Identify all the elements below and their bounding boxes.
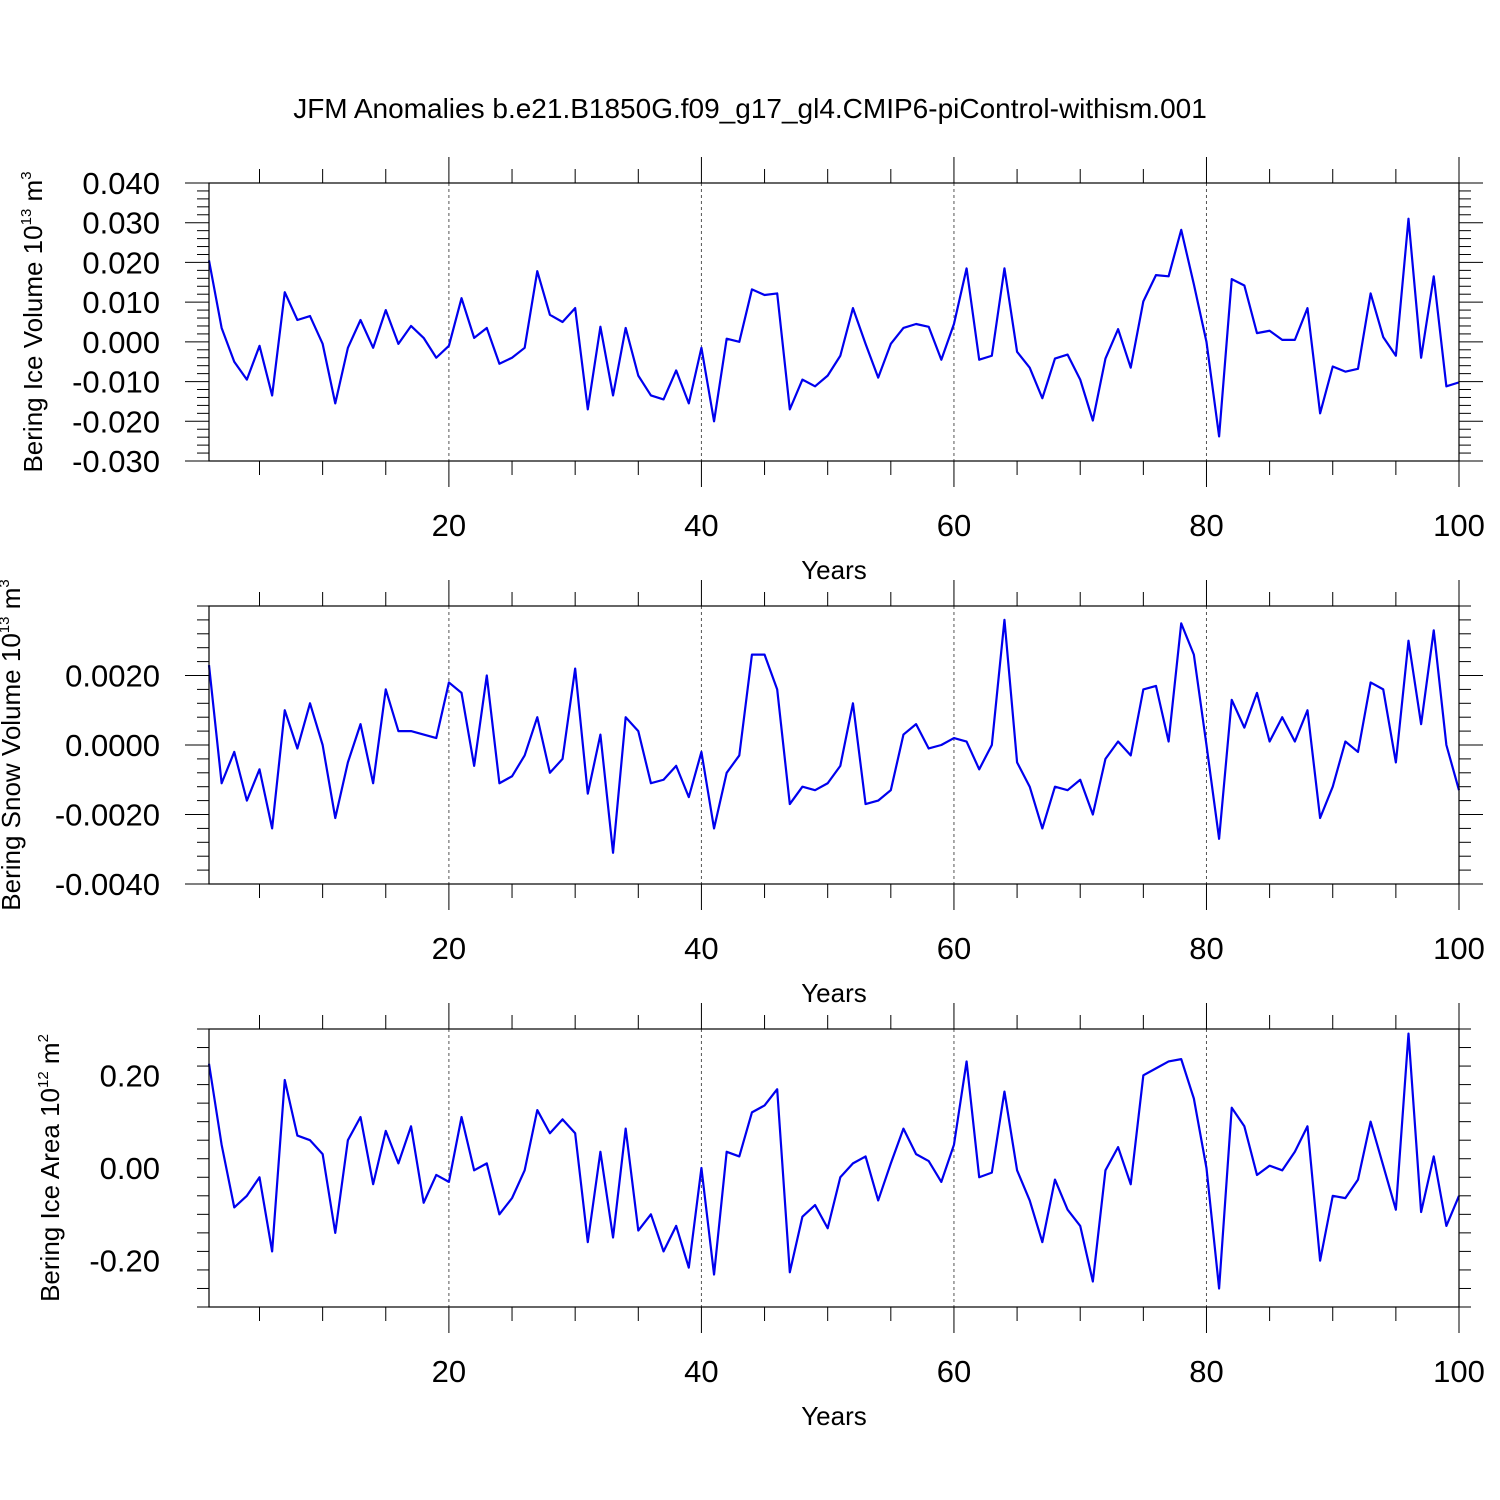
ice-area-panel: 20 40 60 80 100 -0.20 0.00 0.20 Years Bering I… [35, 1003, 1485, 1431]
series-layer [207, 1032, 1461, 1290]
ice-volume-panel: 20 40 60 80 100 -0.030 -0.020 -0.010 0.000 0.010… [18, 157, 1485, 585]
x-tick-label: 20 [432, 1354, 466, 1389]
x-tick-label: 60 [937, 931, 971, 966]
y-axis-title-unit-exp: 3 [18, 171, 35, 179]
y-axis-title: Bering Ice Volume 1013 m3 [18, 171, 48, 472]
x-axis-title: Years [801, 555, 867, 585]
x-tick-label: 80 [1189, 508, 1223, 543]
y-tick-label: 0.020 [82, 245, 160, 280]
x-tick-label: 40 [684, 508, 718, 543]
y-axis-title-main: Bering Snow Volume 10 [0, 633, 26, 911]
x-ticks [259, 580, 1460, 910]
y-axis-title-exp: 13 [18, 209, 35, 226]
x-tick-label: 40 [684, 931, 718, 966]
y-tick-label: 0.20 [100, 1058, 160, 1093]
x-tick-label: 100 [1433, 508, 1485, 543]
y-axis-title-space [0, 609, 26, 616]
y-tick-label: 0.000 [82, 325, 160, 360]
y-tick-labels: -0.030 -0.020 -0.010 0.000 0.010 0.020 0.030 0.… [72, 166, 160, 479]
y-tick-label: -0.20 [89, 1244, 160, 1279]
plot-frame [208, 1028, 1460, 1308]
y-tick-labels: -0.0040 -0.0020 0.0000 0.0020 [55, 659, 160, 903]
x-tick-labels: 20 40 60 80 100 [432, 931, 1485, 966]
y-tick-label: -0.030 [72, 444, 160, 479]
y-axis-title: Bering Ice Area 1012 m2 [35, 1034, 65, 1302]
y-ticks [197, 1028, 1471, 1308]
y-ticks [185, 182, 1483, 462]
y-axis-title-exp: 13 [0, 617, 13, 634]
x-tick-label: 60 [937, 508, 971, 543]
y-axis-title-space [35, 1064, 65, 1071]
y-tick-label: -0.020 [72, 404, 160, 439]
y-axis-title-main: Bering Ice Area 10 [35, 1088, 65, 1302]
y-axis-title-exp: 12 [35, 1071, 52, 1088]
x-tick-label: 100 [1433, 1354, 1485, 1389]
y-axis-title-unit: m [35, 1042, 65, 1064]
x-tick-labels: 20 40 60 80 100 [432, 1354, 1485, 1389]
y-axis-title-unit-exp: 3 [0, 579, 13, 587]
figure-title: JFM Anomalies b.e21.B1850G.f09_g17_gl4.C… [293, 93, 1207, 124]
grid-lines [448, 606, 1207, 884]
series-line [207, 1032, 1461, 1290]
y-tick-labels: -0.20 0.00 0.20 [89, 1058, 160, 1278]
y-tick-label: 0.0020 [65, 659, 160, 694]
y-tick-label: 0.0000 [65, 728, 160, 763]
y-axis-title: Bering Snow Volume 1013 m3 [0, 579, 26, 910]
x-tick-labels: 20 40 60 80 100 [432, 508, 1485, 543]
snow-volume-panel: 20 40 60 80 100 -0.0040 -0.0020 0.0000 0.0020 Y… [0, 579, 1485, 1008]
y-tick-label: -0.0020 [55, 798, 160, 833]
y-tick-label: 0.00 [100, 1151, 160, 1186]
y-axis-title-unit: m [18, 180, 48, 202]
series-line [207, 217, 1460, 438]
plot-frame [208, 605, 1460, 885]
x-tick-label: 60 [937, 1354, 971, 1389]
y-axis-title-space [18, 201, 48, 208]
y-axis-title-unit-exp: 2 [35, 1034, 52, 1042]
x-ticks [259, 157, 1460, 487]
y-tick-label: -0.0040 [55, 867, 160, 902]
x-tick-label: 80 [1189, 1354, 1223, 1389]
y-axis-title-unit: m [0, 588, 26, 610]
x-tick-label: 100 [1433, 931, 1485, 966]
x-tick-label: 40 [684, 1354, 718, 1389]
plot-frame [208, 182, 1460, 462]
series-layer [207, 217, 1460, 438]
y-axis-title-main: Bering Ice Volume 10 [18, 225, 48, 472]
y-tick-label: 0.040 [82, 166, 160, 201]
x-axis-title: Years [801, 1401, 867, 1431]
x-axis-title: Years [801, 978, 867, 1008]
y-tick-label: 0.010 [82, 285, 160, 320]
y-tick-label: -0.010 [72, 365, 160, 400]
y-ticks [185, 605, 1483, 885]
x-tick-label: 80 [1189, 931, 1223, 966]
y-tick-label: 0.030 [82, 206, 160, 241]
grid-lines [448, 1029, 1207, 1307]
series-line [207, 618, 1461, 854]
x-tick-label: 20 [432, 508, 466, 543]
x-ticks [259, 1003, 1460, 1333]
x-tick-label: 20 [432, 931, 466, 966]
series-layer [207, 618, 1461, 854]
